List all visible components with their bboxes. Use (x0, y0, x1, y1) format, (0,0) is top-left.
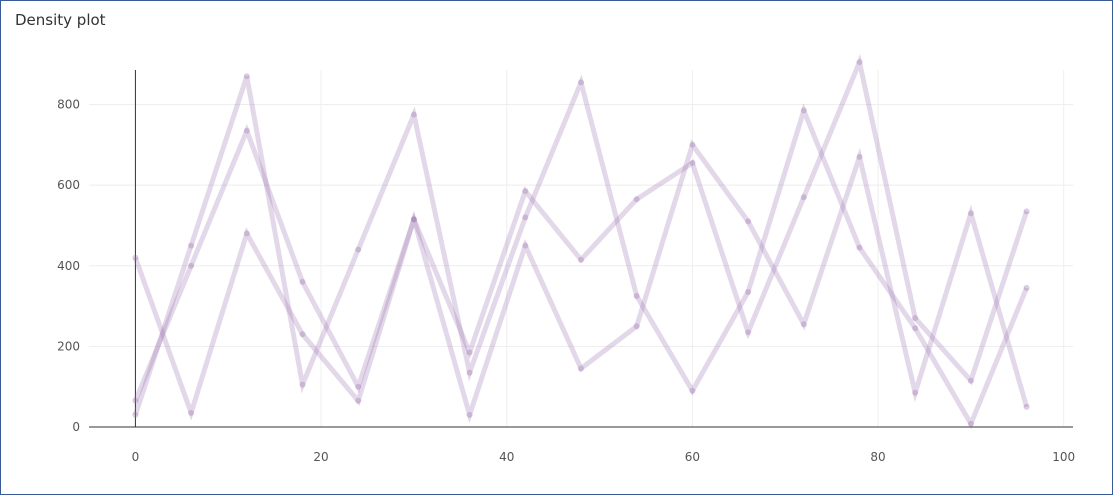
series-2-point (466, 369, 473, 376)
series-3-point (800, 194, 807, 201)
series-2-point (1023, 284, 1030, 291)
series-3-point (522, 188, 529, 195)
series-1-point (689, 141, 696, 148)
series-1-point (633, 323, 640, 330)
series-2-point (633, 292, 640, 299)
x-tick-label: 0 (132, 450, 140, 464)
series-3-point (745, 329, 752, 336)
series-1-point (745, 218, 752, 225)
series-1-point (132, 254, 139, 261)
series-line-2 (133, 74, 1029, 430)
axes (89, 70, 1073, 428)
series-1-point (243, 230, 250, 237)
series-2-point (355, 246, 362, 253)
series-2-point (188, 242, 195, 249)
series-2-point (243, 73, 250, 80)
series-1-point (410, 216, 417, 223)
series-1-point (522, 242, 529, 249)
series-1-point (912, 389, 919, 396)
series-3-point (578, 256, 584, 263)
series-2-point (689, 387, 696, 394)
series-3-point (633, 196, 640, 203)
series-3-point (188, 262, 195, 269)
x-tick-label: 20 (313, 450, 328, 464)
series-2-point (912, 325, 919, 332)
series-1-point (299, 331, 306, 338)
series-3-point (912, 315, 919, 322)
series-3-point (410, 216, 417, 223)
y-tick-label: 600 (57, 178, 80, 192)
x-tick-label: 100 (1052, 450, 1075, 464)
series-3-point (856, 59, 863, 66)
chart-title: Density plot (15, 11, 106, 29)
series-2-point (856, 244, 863, 251)
series-3-point (466, 349, 473, 356)
series-2-point (410, 111, 417, 118)
series-1-point (1023, 403, 1030, 410)
series-3-point (299, 278, 306, 285)
series-1-point (466, 411, 473, 418)
series-2-point (132, 411, 139, 418)
series-2-point (522, 214, 529, 221)
series-3-point (243, 127, 250, 134)
series-2-point (800, 107, 807, 114)
series-2-point (299, 381, 306, 388)
tick-labels: 0 20 40 60 80 100 0 200 400 600 800 (57, 98, 1075, 465)
series-line-3 (133, 53, 1029, 402)
series-3-point (967, 377, 974, 384)
x-tick-label: 80 (870, 450, 885, 464)
grid-lines (89, 70, 1073, 427)
series-2-point (578, 79, 584, 86)
y-tick-label: 400 (57, 259, 80, 273)
y-tick-label: 0 (72, 420, 80, 434)
series-1-point (355, 397, 362, 404)
series-3-point (1023, 208, 1030, 215)
y-tick-label: 800 (57, 98, 80, 112)
series-3-point (355, 383, 362, 390)
series-3-point (689, 159, 696, 166)
series-1-point (800, 321, 807, 328)
series-lines (132, 53, 1030, 430)
series-2-point (967, 420, 974, 427)
x-tick-label: 40 (499, 450, 514, 464)
series-1-point (856, 153, 863, 160)
series-2-point (745, 288, 752, 295)
series-1-point (188, 409, 195, 416)
x-tick-label: 60 (685, 450, 700, 464)
series-line-1 (133, 139, 1029, 424)
series-3-point (132, 397, 139, 404)
series-1-point (578, 365, 584, 372)
series-1-point (967, 210, 974, 217)
y-tick-label: 200 (57, 339, 80, 353)
